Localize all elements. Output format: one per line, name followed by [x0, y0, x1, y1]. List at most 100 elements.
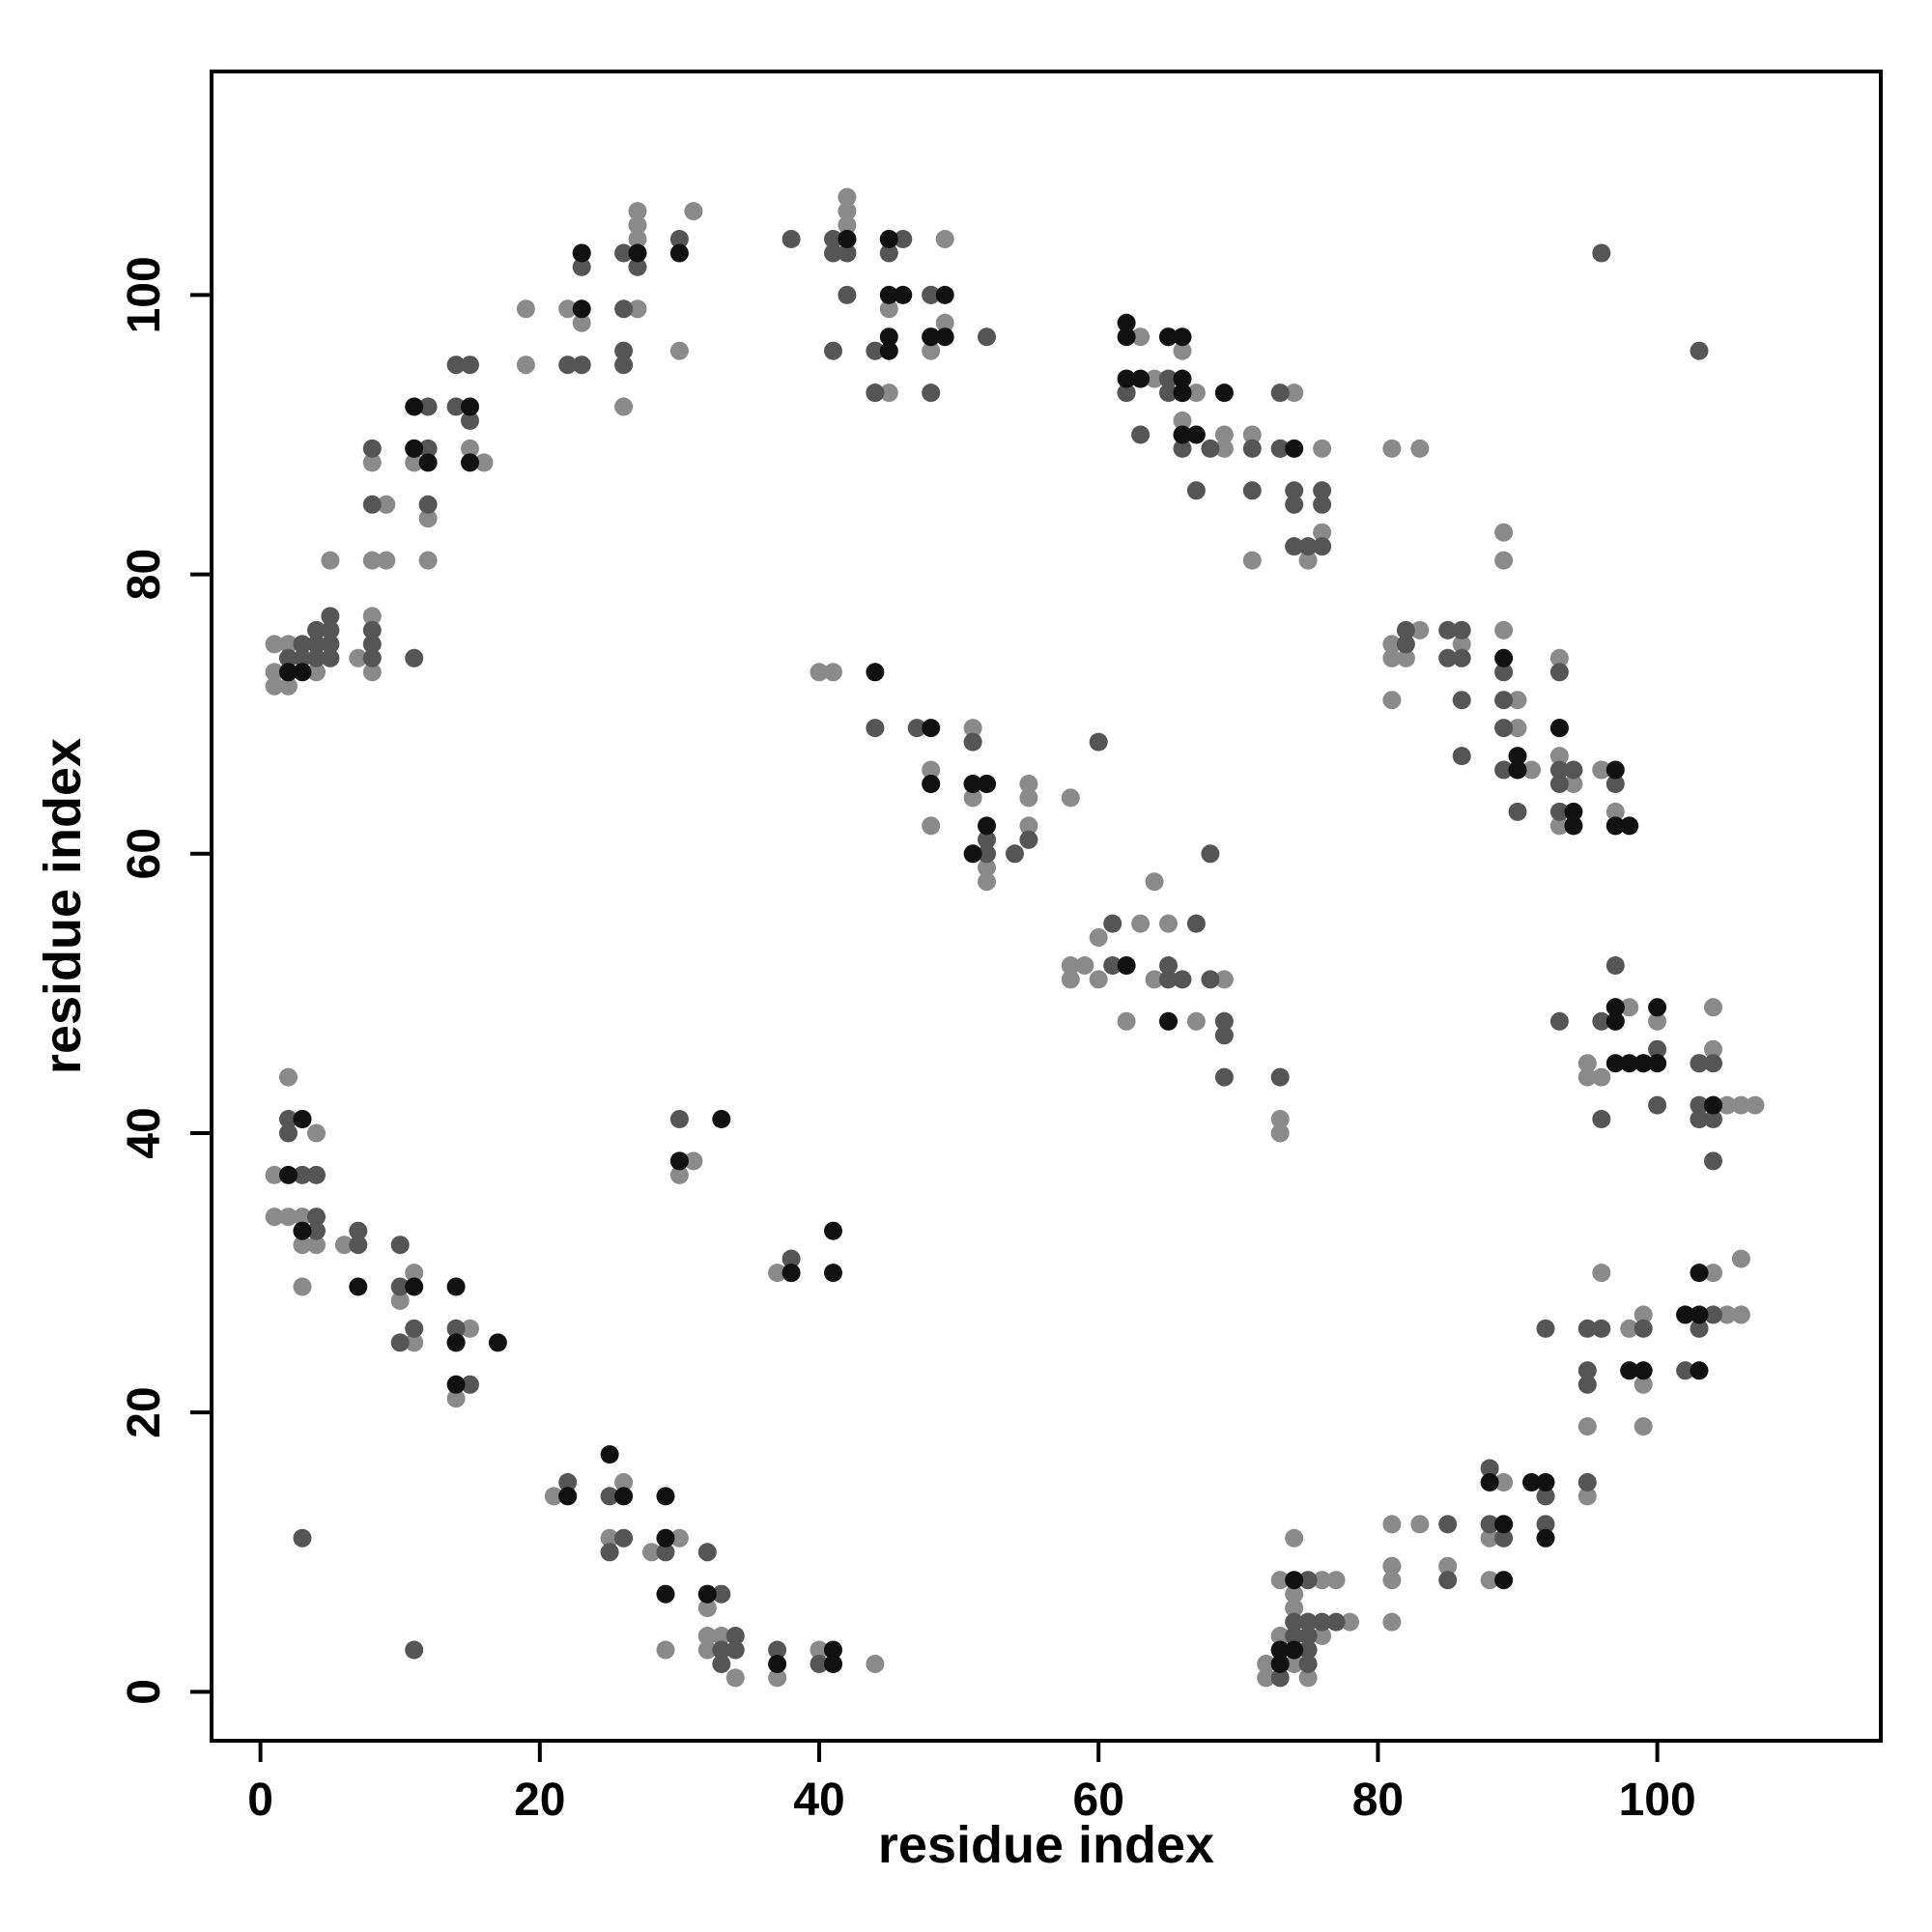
data-point-dark: [1131, 369, 1151, 388]
data-point-medium: [712, 1640, 731, 1660]
data-point-dark: [1117, 327, 1136, 347]
data-point-light: [642, 1543, 661, 1562]
data-point-medium: [307, 620, 326, 639]
data-point-light: [1257, 1668, 1276, 1688]
data-point-medium: [1326, 1612, 1346, 1632]
x-axis-title: residue index: [878, 1816, 1214, 1874]
data-point-medium: [321, 620, 340, 639]
data-point-dark: [1173, 369, 1192, 388]
data-point-medium: [725, 1640, 745, 1660]
data-point-dark: [1620, 1054, 1639, 1073]
data-point-light: [1592, 1264, 1611, 1283]
data-point-medium: [1480, 1459, 1499, 1478]
data-point-light: [1634, 1417, 1653, 1436]
data-point-light: [922, 760, 941, 780]
data-point-light: [418, 509, 438, 528]
data-point-medium: [866, 384, 885, 403]
data-point-dark: [1605, 1054, 1625, 1073]
data-point-medium: [1103, 956, 1122, 975]
data-point-dark: [935, 285, 954, 304]
data-point-dark: [963, 844, 982, 864]
data-point-light: [1494, 620, 1514, 639]
data-point-light: [307, 663, 326, 682]
data-point-light: [1452, 635, 1471, 654]
data-point-medium: [1173, 970, 1192, 989]
data-point-light: [768, 1264, 787, 1283]
data-point-dark: [1634, 1361, 1653, 1380]
data-point-light: [669, 341, 689, 360]
y-tick-label: 40: [119, 1107, 170, 1158]
data-point-light: [614, 397, 634, 416]
data-point-light: [1270, 1627, 1290, 1645]
data-point-light: [572, 313, 591, 332]
data-point-light: [768, 1668, 787, 1688]
data-point-dark: [781, 1264, 801, 1283]
data-point-medium: [963, 732, 982, 752]
data-point-dark: [1285, 1571, 1304, 1590]
x-tick-label: 40: [793, 1775, 844, 1826]
data-point-medium: [1285, 537, 1304, 556]
data-point-light: [279, 1067, 298, 1087]
data-point-light: [1075, 956, 1094, 975]
data-point-light: [1704, 1039, 1722, 1059]
data-point-medium: [307, 1208, 326, 1227]
data-point-medium: [1159, 369, 1178, 388]
data-point-dark: [405, 1277, 424, 1296]
data-point-medium: [1676, 1361, 1695, 1380]
data-point-light: [810, 663, 829, 682]
data-point-light: [628, 230, 647, 248]
data-point-light: [838, 202, 857, 221]
data-point-medium: [1704, 1110, 1722, 1128]
data-point-light: [600, 1528, 619, 1548]
data-point-light: [1131, 914, 1151, 933]
data-point-dark: [1159, 1011, 1178, 1031]
data-point-light: [1285, 1655, 1304, 1673]
data-point-medium: [907, 719, 926, 738]
data-point-medium: [866, 719, 885, 738]
data-point-dark: [1173, 384, 1192, 403]
data-point-medium: [362, 620, 382, 639]
data-point-dark: [1214, 384, 1234, 403]
data-point-light: [265, 676, 284, 696]
data-point-light: [1508, 719, 1527, 738]
data-point-light: [725, 1668, 745, 1688]
data-point-light: [321, 551, 340, 570]
data-point-light: [697, 1640, 717, 1660]
data-point-medium: [1704, 1305, 1722, 1324]
data-point-light: [824, 663, 842, 682]
data-point-light: [1313, 439, 1332, 458]
data-point-light: [265, 663, 284, 682]
data-point-light: [265, 635, 284, 654]
data-point-medium: [1704, 1054, 1722, 1073]
data-point-medium: [1690, 1319, 1709, 1338]
data-point-light: [1159, 914, 1178, 933]
data-point-dark: [1620, 816, 1639, 836]
data-point-medium: [725, 1627, 745, 1645]
data-point-dark: [669, 1151, 689, 1171]
plot-frame: [210, 70, 1883, 1743]
data-point-medium: [279, 1123, 298, 1143]
data-point-light: [1704, 1264, 1722, 1283]
data-point-medium: [1396, 620, 1415, 639]
data-point-light: [1704, 998, 1722, 1017]
data-point-dark: [1494, 1515, 1514, 1534]
data-point-light: [377, 551, 396, 570]
data-point-medium: [405, 648, 424, 668]
data-point-medium: [1438, 1571, 1458, 1590]
data-point-medium: [669, 1110, 689, 1128]
data-point-medium: [1494, 760, 1514, 780]
data-point-dark: [922, 719, 941, 738]
data-point-medium: [1634, 1319, 1653, 1338]
data-point-light: [1145, 872, 1164, 892]
data-point-medium: [1452, 691, 1471, 710]
data-point-medium: [362, 439, 382, 458]
data-point-medium: [1313, 537, 1332, 556]
data-point-light: [1592, 760, 1611, 780]
data-point-light: [1494, 1473, 1514, 1492]
data-point-dark: [1173, 327, 1192, 347]
data-point-medium: [824, 243, 842, 263]
data-point-dark: [978, 775, 996, 793]
data-point-medium: [293, 648, 312, 668]
data-point-medium: [1298, 1571, 1318, 1590]
data-point-dark: [879, 341, 898, 360]
